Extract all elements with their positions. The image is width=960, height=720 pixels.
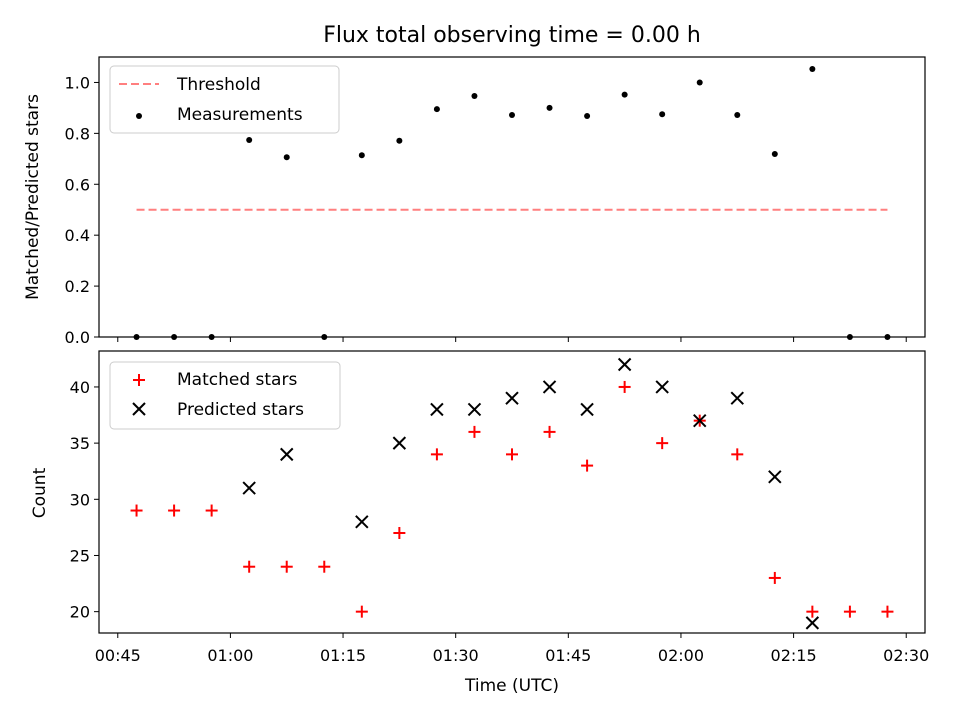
measurement-point xyxy=(246,136,253,143)
legend-measurements-label: Measurements xyxy=(177,105,303,125)
matched-star-point xyxy=(543,425,556,438)
legend-measurements-swatch xyxy=(136,113,142,119)
top-panel: 0.0 0.2 0.4 0.6 0.8 1.0 Matched/Predicted sta… xyxy=(23,56,926,347)
y-tick-label: 40 xyxy=(70,378,90,397)
measurement-point xyxy=(546,104,553,111)
bottom-legend: Matched stars Predicted stars xyxy=(109,361,341,430)
y-tick-label: 0.0 xyxy=(65,328,90,347)
matched-star-point xyxy=(168,504,181,517)
measurement-point xyxy=(358,152,365,159)
x-axis-label: Time (UTC) xyxy=(464,676,559,696)
top-legend-box xyxy=(109,65,340,134)
bottom-legend-box xyxy=(109,361,341,430)
y-tick-label: 1.0 xyxy=(65,73,90,92)
legend-predicted-label: Predicted stars xyxy=(177,400,304,420)
predicted-star-point xyxy=(467,402,482,417)
x-tick-label: 02:30 xyxy=(883,646,929,665)
measurement-point xyxy=(809,65,816,72)
predicted-star-point xyxy=(693,413,707,428)
measurement-point xyxy=(433,106,440,113)
legend-matched-label: Matched stars xyxy=(177,370,297,390)
y-tick-label: 25 xyxy=(70,546,90,565)
matched-star-point xyxy=(881,605,894,618)
matched-star-point xyxy=(468,425,481,438)
matched-star-point xyxy=(618,380,631,393)
predicted-star-point xyxy=(392,436,407,450)
legend-matched-swatch xyxy=(133,374,145,386)
measurement-point xyxy=(584,113,591,120)
bottom-panel: 20 25 30 35 40 00:45 01:00 01:15 01:30 01:45 02:00… xyxy=(30,350,930,696)
measurement-point xyxy=(396,137,403,144)
measurement-point xyxy=(659,111,666,118)
top-axes-frame xyxy=(98,56,926,338)
matched-star-point xyxy=(243,560,256,573)
x-tick-label: 02:15 xyxy=(771,646,817,665)
predicted-star-point xyxy=(542,380,557,394)
measurement-point xyxy=(509,112,515,119)
chart-title: Flux total observing time = 0.00 h xyxy=(323,23,701,48)
predicted-star-point xyxy=(580,402,594,417)
measurement-point xyxy=(734,112,741,119)
predicted-star-point xyxy=(280,447,294,462)
predicted-star-point xyxy=(805,616,820,630)
bottom-panel-marks xyxy=(130,357,894,630)
predicted-star-point xyxy=(355,515,369,529)
matched-star-point xyxy=(318,560,331,573)
matched-star-point xyxy=(205,504,218,517)
matched-star-point xyxy=(280,560,293,573)
y-tick-label: 0.6 xyxy=(65,175,90,194)
y-tick-label: 35 xyxy=(70,434,90,453)
x-tick-label: 01:30 xyxy=(433,646,479,665)
matched-star-point xyxy=(430,448,443,461)
x-tick-label: 00:45 xyxy=(95,646,141,665)
matched-star-point xyxy=(355,605,368,618)
matched-star-point xyxy=(393,527,406,540)
x-tick-label: 01:15 xyxy=(320,646,366,665)
bottom-axes-frame xyxy=(98,350,926,634)
matched-star-point xyxy=(806,605,819,618)
predicted-star-point xyxy=(505,391,519,405)
predicted-star-point xyxy=(655,380,669,394)
measurement-point xyxy=(283,154,290,161)
y-tick-label: 20 xyxy=(70,603,90,622)
y-tick-label: 30 xyxy=(70,490,90,509)
legend-predicted-swatch xyxy=(132,402,146,416)
matched-star-point xyxy=(731,448,744,461)
predicted-star-point xyxy=(430,402,444,417)
top-axis-ticks: 0.0 0.2 0.4 0.6 0.8 1.0 xyxy=(65,73,907,347)
x-tick-label: 01:45 xyxy=(545,646,591,665)
top-y-axis-label: Matched/Predicted stars xyxy=(23,94,43,300)
predicted-star-point xyxy=(242,481,256,495)
bottom-axis-ticks: 20 25 30 35 40 00:45 01:00 01:15 01:30 01:45 02:00… xyxy=(70,378,930,665)
matched-star-point xyxy=(581,459,594,472)
x-tick-label: 01:00 xyxy=(207,646,253,665)
y-tick-label: 0.8 xyxy=(65,124,90,143)
matched-star-point xyxy=(506,448,518,461)
matched-star-point xyxy=(656,437,669,450)
bottom-y-axis-label: Count xyxy=(30,467,50,518)
matched-star-point xyxy=(768,571,781,584)
y-tick-label: 0.4 xyxy=(65,226,90,245)
x-tick-label: 02:00 xyxy=(658,646,704,665)
predicted-star-point xyxy=(730,391,744,405)
predicted-star-point xyxy=(768,470,782,484)
measurement-point xyxy=(771,150,778,157)
predicted-star-point xyxy=(617,357,632,372)
y-tick-label: 0.2 xyxy=(65,277,90,296)
matched-star-point xyxy=(130,504,143,517)
measurement-point xyxy=(696,79,703,86)
top-panel-marks xyxy=(133,65,891,340)
legend-threshold-label: Threshold xyxy=(176,75,261,95)
matched-star-point xyxy=(843,605,856,618)
measurement-point xyxy=(621,91,628,98)
measurement-point xyxy=(471,92,478,99)
top-legend: Threshold Measurements xyxy=(109,65,340,134)
